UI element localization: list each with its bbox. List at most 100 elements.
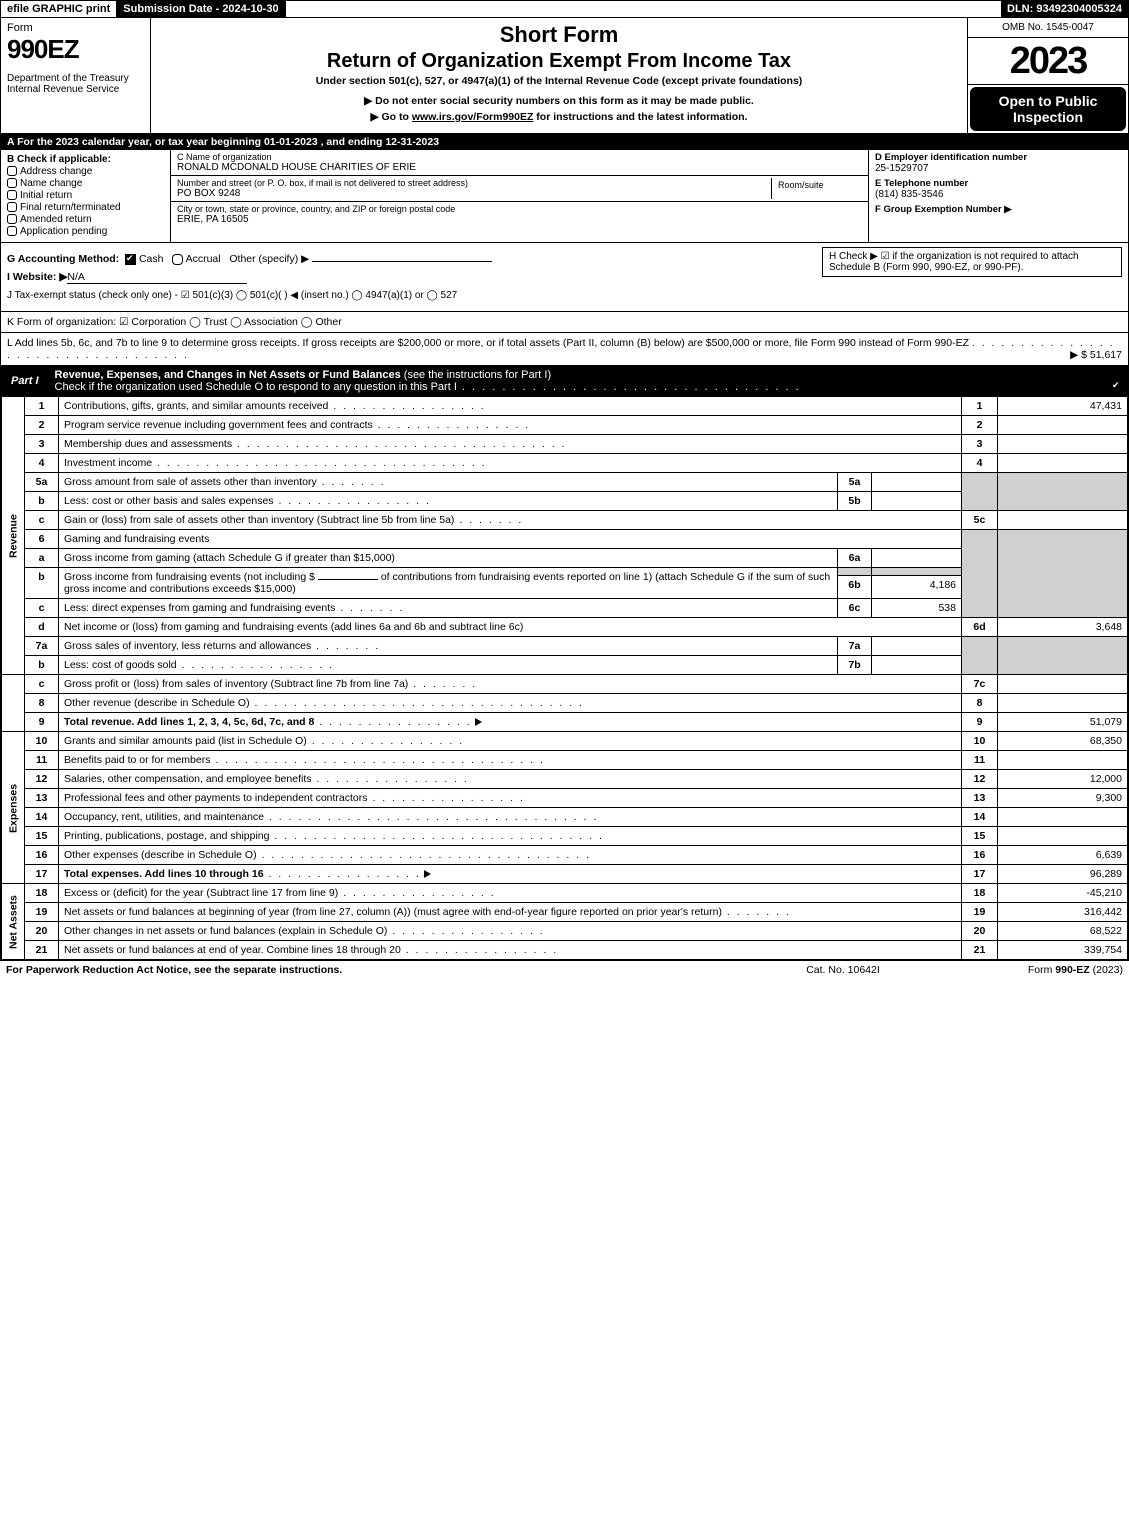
chk-accrual[interactable] (172, 254, 183, 265)
line-5a-mamt (872, 473, 962, 492)
line-15-num: 15 (25, 827, 59, 846)
l-gross-receipts: L Add lines 5b, 6c, and 7b to line 9 to … (1, 333, 1128, 366)
line-21-amt: 339,754 (998, 941, 1128, 960)
line-11-amt (998, 751, 1128, 770)
arrow-icon (424, 870, 431, 878)
grey-5-amt (998, 473, 1128, 511)
chk-final-return[interactable]: Final return/terminated (7, 202, 164, 213)
org-city: ERIE, PA 16505 (177, 214, 862, 225)
line-11-num: 11 (25, 751, 59, 770)
line-7b-num: b (25, 656, 59, 675)
irs-link[interactable]: www.irs.gov/Form990EZ (412, 111, 534, 123)
header-mid: Short Form Return of Organization Exempt… (151, 18, 968, 133)
line-6b-mamt: 4,186 (872, 576, 962, 599)
line-13-num: 13 (25, 789, 59, 808)
line-17-amt: 96,289 (998, 865, 1128, 884)
line-5a-num: 5a (25, 473, 59, 492)
line-2-num: 2 (25, 416, 59, 435)
line-6d-text: Net income or (loss) from gaming and fun… (59, 618, 962, 637)
line-6d-num: d (25, 618, 59, 637)
l-text: L Add lines 5b, 6c, and 7b to line 9 to … (7, 337, 969, 349)
line-6c-num: c (25, 599, 59, 618)
line-8-num: 8 (25, 694, 59, 713)
column-c: C Name of organization RONALD MCDONALD H… (171, 150, 868, 242)
part-i-label: Part I (1, 372, 49, 390)
line-17-num: 17 (25, 865, 59, 884)
arrow-icon (475, 718, 482, 726)
chk-cash[interactable] (125, 254, 136, 265)
line-19-text: Net assets or fund balances at beginning… (59, 903, 962, 922)
part-i-schedule-o-check[interactable] (1111, 382, 1122, 393)
form-container: efile GRAPHIC print Submission Date - 20… (0, 0, 1129, 961)
line-6a-mn: 6a (838, 549, 872, 568)
line-20-amt: 68,522 (998, 922, 1128, 941)
line-17-rn: 17 (962, 865, 998, 884)
dln-label: DLN: 93492304005324 (1001, 1, 1128, 17)
line-6-text: Gaming and fundraising events (59, 530, 962, 549)
section-b-through-f: B Check if applicable: Address change Na… (1, 150, 1128, 243)
omb-number: OMB No. 1545-0047 (968, 18, 1128, 38)
line-5a-text: Gross amount from sale of assets other t… (59, 473, 838, 492)
line-10-rn: 10 (962, 732, 998, 751)
line-14-amt (998, 808, 1128, 827)
c-city-label: City or town, state or province, country… (177, 204, 862, 214)
line-18-rn: 18 (962, 884, 998, 903)
ein-value: 25-1529707 (875, 163, 1122, 174)
header-left: Form 990EZ Department of the Treasury In… (1, 18, 151, 133)
grey-6-amt (998, 530, 1128, 618)
irs-label: Internal Revenue Service (7, 84, 144, 95)
line-7a-mamt (872, 637, 962, 656)
grey-6b-top (838, 568, 872, 576)
grey-7 (962, 637, 998, 675)
line-16-rn: 16 (962, 846, 998, 865)
line-7c-num: c (25, 675, 59, 694)
line-12-amt: 12,000 (998, 770, 1128, 789)
part-i-header: Part I Revenue, Expenses, and Changes in… (1, 366, 1128, 396)
efile-print-label[interactable]: efile GRAPHIC print (1, 1, 117, 17)
line-7b-mamt (872, 656, 962, 675)
line-14-rn: 14 (962, 808, 998, 827)
line-4-text: Investment income (59, 454, 962, 473)
line-3-text: Membership dues and assessments (59, 435, 962, 454)
section-ghij: H Check ▶ ☑ if the organization is not r… (1, 243, 1128, 312)
line-6b-mn: 6b (838, 576, 872, 599)
line-6c-text: Less: direct expenses from gaming and fu… (59, 599, 838, 618)
line-18-num: 18 (25, 884, 59, 903)
chk-initial-return[interactable]: Initial return (7, 190, 164, 201)
c-addr-label: Number and street (or P. O. box, if mail… (177, 178, 771, 188)
line-6-num: 6 (25, 530, 59, 549)
line-5b-mn: 5b (838, 492, 872, 511)
line-21-num: 21 (25, 941, 59, 960)
line-18-amt: -45,210 (998, 884, 1128, 903)
line-5c-num: c (25, 511, 59, 530)
c-name-label: C Name of organization (177, 152, 862, 162)
line-20-num: 20 (25, 922, 59, 941)
grey-7-amt (998, 637, 1128, 675)
line-9-amt: 51,079 (998, 713, 1128, 732)
line-16-text: Other expenses (describe in Schedule O) (59, 846, 962, 865)
line-2-amt (998, 416, 1128, 435)
line-1-amt: 47,431 (998, 397, 1128, 416)
line-11-rn: 11 (962, 751, 998, 770)
phone-value: (814) 835-3546 (875, 189, 1122, 200)
grey-5 (962, 473, 998, 511)
line-5b-num: b (25, 492, 59, 511)
line-10-amt: 68,350 (998, 732, 1128, 751)
line-6a-num: a (25, 549, 59, 568)
line-13-amt: 9,300 (998, 789, 1128, 808)
ssn-warning: ▶ Do not enter social security numbers o… (159, 95, 959, 107)
line-7c-text: Gross profit or (loss) from sales of inv… (59, 675, 962, 694)
line-3-amt (998, 435, 1128, 454)
line-16-num: 16 (25, 846, 59, 865)
line-12-rn: 12 (962, 770, 998, 789)
row-a-tax-year: A For the 2023 calendar year, or tax yea… (1, 134, 1128, 150)
line-1-num: 1 (25, 397, 59, 416)
line-20-text: Other changes in net assets or fund bala… (59, 922, 962, 941)
chk-amended-return[interactable]: Amended return (7, 214, 164, 225)
chk-name-change[interactable]: Name change (7, 178, 164, 189)
org-name: RONALD MCDONALD HOUSE CHARITIES OF ERIE (177, 162, 862, 173)
chk-address-change[interactable]: Address change (7, 166, 164, 177)
line-15-amt (998, 827, 1128, 846)
chk-application-pending[interactable]: Application pending (7, 226, 164, 237)
j-tax-exempt-status: J Tax-exempt status (check only one) - ☑… (7, 290, 1122, 301)
